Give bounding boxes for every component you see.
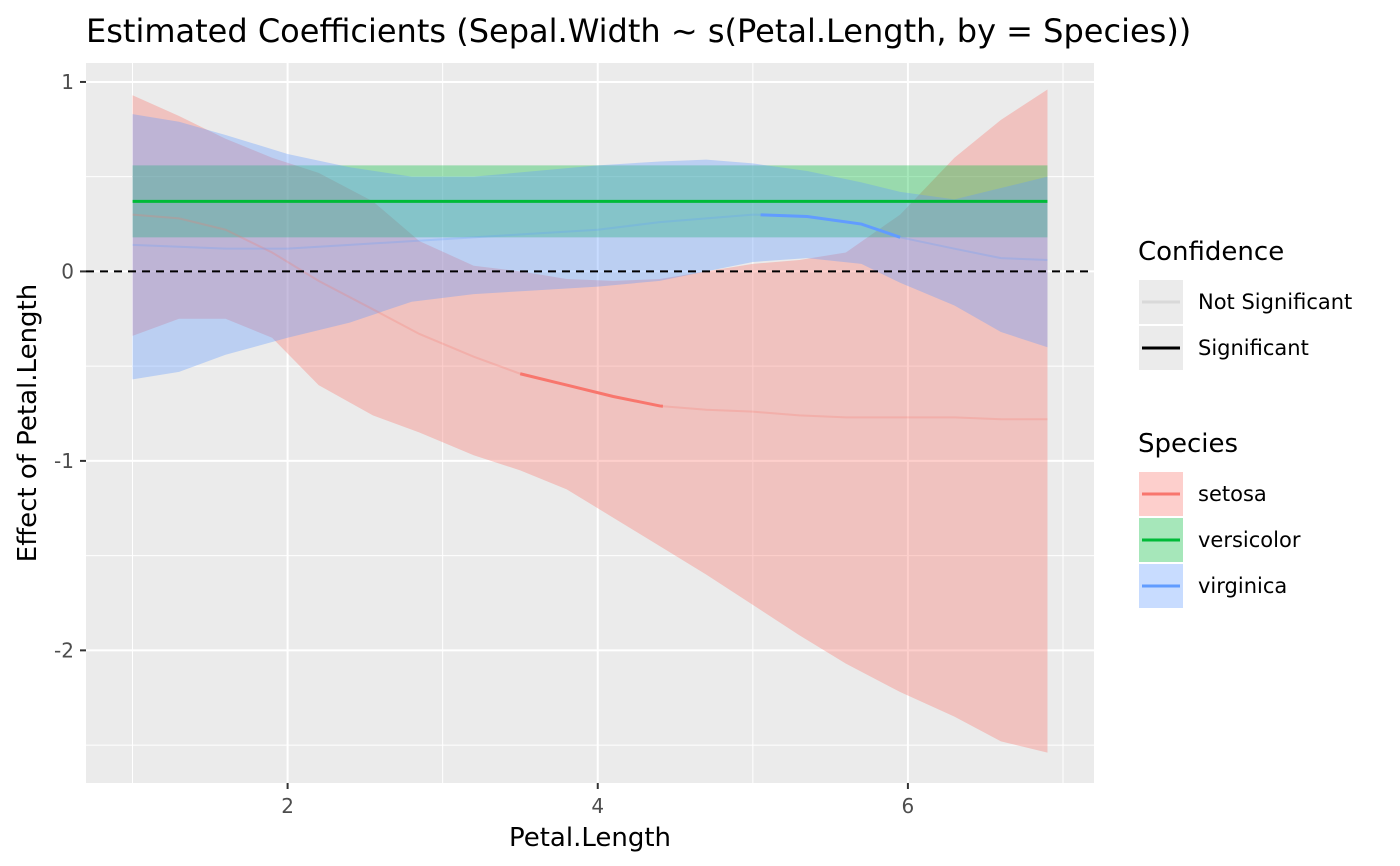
ribbon-virginica	[132, 114, 1048, 380]
legend-species-label-virginica: virginica	[1198, 574, 1287, 598]
plot-panel	[86, 63, 1094, 783]
legend-species-keys: setosa versicolor virginica	[1137, 470, 1301, 610]
x-tick-label: 4	[591, 794, 604, 818]
legend-confidence-keys: Not Significant Significant	[1137, 278, 1352, 372]
y-tick-label: 1	[61, 70, 74, 94]
line-virginica-significant	[760, 213, 901, 239]
y-tick-label: -2	[54, 638, 74, 662]
y-tick-label: -1	[54, 449, 74, 473]
x-tick-label: 6	[902, 794, 915, 818]
y-axis-title: Effect of Petal.Length	[13, 284, 43, 562]
legend-species-title: Species	[1138, 429, 1238, 459]
legend-confidence-title: Confidence	[1138, 237, 1284, 267]
line-setosa-significant	[519, 372, 664, 408]
grid-major	[86, 63, 1094, 783]
legend-confidence-label-significant: Significant	[1198, 336, 1309, 360]
legend-species: Species setosa versicolor virginica	[1137, 429, 1301, 610]
y-axis: 1 0 -1 -2	[54, 70, 86, 662]
line-virginica-not-significant	[132, 213, 1048, 262]
ribbon-setosa	[132, 89, 1048, 753]
grid-minor	[86, 63, 1094, 783]
x-axis: 2 4 6	[281, 783, 914, 818]
legend-species-label-versicolor: versicolor	[1198, 528, 1301, 552]
chart-title: Estimated Coefficients (Sepal.Width ~ s(…	[86, 12, 1191, 50]
x-tick-label: 2	[281, 794, 294, 818]
x-axis-title: Petal.Length	[509, 823, 671, 853]
legend-confidence-label-not-significant: Not Significant	[1198, 290, 1352, 314]
legend-confidence: Confidence Not Significant Significant	[1137, 237, 1352, 372]
y-tick-label: 0	[61, 259, 74, 283]
lines	[132, 199, 1048, 421]
legend-species-label-setosa: setosa	[1198, 482, 1267, 506]
